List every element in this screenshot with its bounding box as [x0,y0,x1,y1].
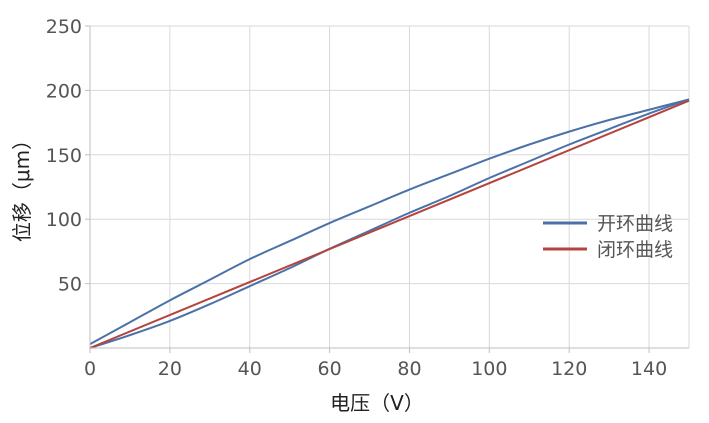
y-tick-labels: 50 100 150 200 250 [46,16,82,296]
x-tick-label: 80 [397,358,421,380]
series-line-1 [89,98,690,346]
series-line-1 [89,98,690,349]
grid [90,25,690,348]
x-axis-label: 电压（V） [330,391,424,415]
x-tick-labels: 0 20 40 60 80 100 120 140 [84,358,667,380]
x-tick-label: 60 [318,358,342,380]
legend-label: 开环曲线 [597,213,673,235]
y-axis-label: 位移（μm） [10,130,34,242]
legend-label: 闭环曲线 [597,239,673,261]
x-tick-label: 40 [238,358,262,380]
series-group [89,98,690,349]
x-tick-label: 20 [158,358,182,380]
axes [85,25,689,353]
y-tick-label: 100 [46,209,82,231]
x-tick-label: 100 [471,358,507,380]
x-tick-label: 140 [631,358,667,380]
series-line-2 [89,99,690,349]
x-tick-label: 0 [84,358,96,380]
y-tick-label: 150 [46,145,82,167]
y-tick-label: 250 [46,16,82,38]
y-tick-label: 50 [58,274,82,296]
y-tick-label: 200 [46,80,82,102]
x-tick-label: 120 [551,358,587,380]
